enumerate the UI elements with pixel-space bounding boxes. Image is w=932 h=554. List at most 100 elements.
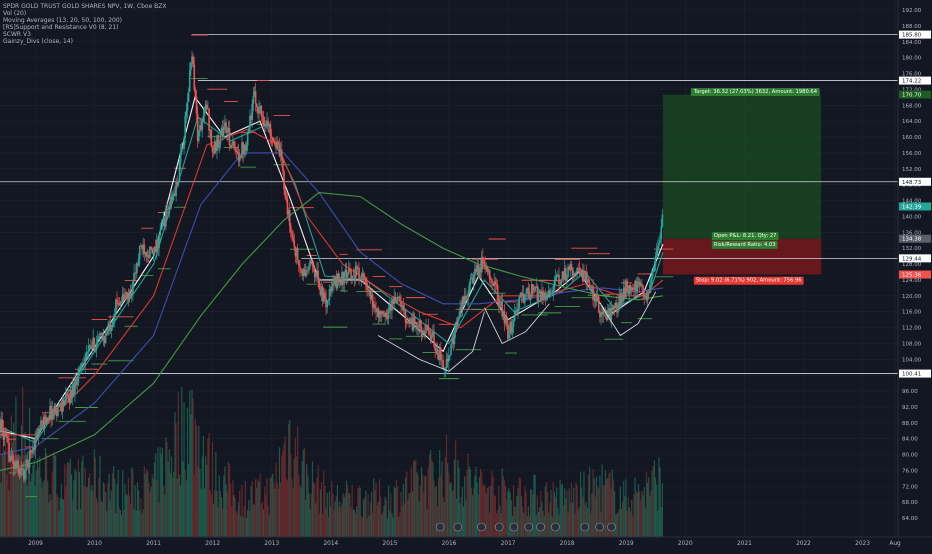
- candle-body: [230, 145, 233, 148]
- x-tick-label-7: 2016: [442, 541, 457, 547]
- event-marker-7: [551, 522, 560, 532]
- y-tick-label-17: 132.00: [902, 246, 922, 252]
- volume-bar: [411, 491, 414, 537]
- x-tick-label-14: 2023: [855, 541, 870, 547]
- candle-body: [184, 116, 186, 139]
- volume-bar: [235, 511, 237, 537]
- volume-bar: [576, 484, 578, 537]
- candle-body: [440, 347, 442, 361]
- volume-bar: [456, 498, 458, 537]
- candle-body: [130, 292, 133, 297]
- candle-body: [407, 320, 409, 324]
- candle-body: [403, 309, 406, 311]
- volume-bar: [241, 484, 243, 537]
- volume-bar: [82, 455, 84, 537]
- volume-bar: [227, 462, 229, 537]
- volume-bar: [172, 477, 174, 537]
- candle-body: [543, 292, 546, 300]
- candle-body: [250, 115, 252, 120]
- volume-bar: [414, 461, 416, 537]
- volume-bar: [454, 440, 457, 537]
- candle-body: [608, 308, 610, 311]
- volume-bar: [478, 477, 481, 537]
- volume-bar: [219, 490, 222, 537]
- price-tag-1: [899, 202, 931, 211]
- volume-bar: [144, 474, 147, 537]
- candle-body: [400, 301, 402, 308]
- volume-bar: [138, 490, 140, 537]
- candle-body: [567, 266, 569, 278]
- candle-body: [415, 322, 417, 324]
- candle-body: [354, 266, 357, 282]
- candle-body: [410, 318, 413, 320]
- candle-body: [518, 297, 521, 308]
- volume-bar: [190, 414, 192, 537]
- volume-bar: [559, 479, 561, 537]
- candle-body: [152, 253, 155, 255]
- volume-bar: [194, 418, 197, 537]
- volume-bar: [294, 437, 296, 537]
- volume-bar: [237, 502, 240, 537]
- volume-bar: [34, 486, 36, 537]
- candle-body: [612, 305, 615, 310]
- volume-bar: [525, 491, 527, 537]
- indicator-support-resistance[interactable]: [RS]Support and Resistance V0 (8, 21): [3, 24, 119, 31]
- volume-bar: [214, 490, 216, 537]
- volume-bar: [38, 467, 40, 537]
- volume-bar: [341, 504, 343, 537]
- volume-bar: [176, 479, 178, 537]
- candle-body: [92, 337, 94, 348]
- indicator-vol[interactable]: Vol (20): [3, 10, 27, 17]
- candle-body: [493, 281, 496, 287]
- volume-bar: [514, 506, 516, 537]
- volume-bar: [33, 459, 35, 537]
- candle-body: [620, 294, 623, 306]
- candle-body: [187, 91, 190, 103]
- volume-bar: [507, 491, 509, 537]
- volume-bar: [365, 490, 367, 537]
- volume-bar: [95, 498, 98, 537]
- candle-body: [522, 293, 525, 303]
- indicator-moving-averages[interactable]: Moving Averages (13, 20, 50, 100, 200): [3, 17, 123, 24]
- candle-body: [585, 272, 588, 282]
- candle-body: [530, 284, 533, 296]
- volume-bar: [59, 498, 61, 537]
- indicator-scwr[interactable]: SCWR V3: [3, 31, 31, 38]
- candle-body: [199, 124, 201, 131]
- volume-bar: [23, 455, 25, 537]
- volume-bar: [420, 467, 423, 537]
- price-tag-label-1: 142.39: [902, 205, 922, 211]
- volume-bar: [557, 507, 559, 537]
- volume-bar: [382, 511, 384, 537]
- candle-body: [240, 156, 242, 158]
- candle-body: [221, 128, 224, 134]
- candle-body: [95, 343, 98, 350]
- candle-body: [462, 296, 465, 305]
- candle-body: [270, 135, 273, 138]
- volume-bar: [114, 479, 116, 537]
- volume-bar: [228, 463, 231, 537]
- candle-body: [512, 320, 515, 327]
- volume-bar: [58, 511, 60, 537]
- volume-bar: [47, 480, 49, 537]
- candle-body: [342, 272, 344, 285]
- candle-body: [271, 137, 274, 141]
- volume-bar: [323, 470, 325, 537]
- candle-body: [266, 120, 268, 124]
- candle-body: [458, 317, 460, 320]
- candle-body: [312, 266, 315, 269]
- indicator-gainzy-divs[interactable]: Gainzy_Divs (close, 14): [3, 38, 73, 45]
- candle-body: [430, 334, 433, 340]
- volume-bar: [343, 496, 345, 537]
- volume-bar: [373, 478, 375, 537]
- y-tick-label-27: 172.00: [902, 87, 922, 93]
- volume-bar: [506, 498, 508, 537]
- candle-body: [332, 283, 334, 287]
- candle-body: [253, 91, 256, 96]
- volume-bar: [181, 387, 183, 537]
- candle-body: [419, 320, 422, 327]
- candle-body: [513, 311, 516, 321]
- candle-body: [25, 459, 27, 471]
